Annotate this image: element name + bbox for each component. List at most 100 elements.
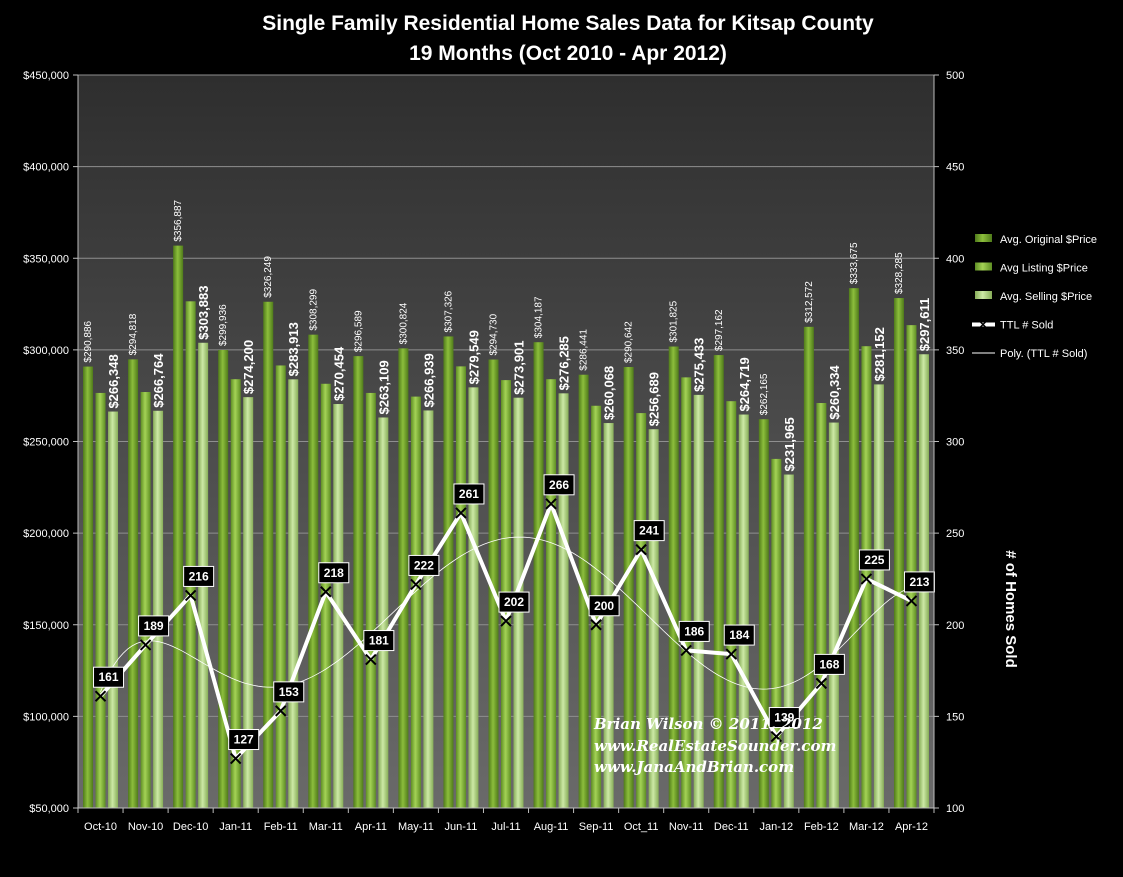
count-text: 225 — [864, 553, 884, 567]
legend-label: TTL # Sold — [1000, 320, 1053, 332]
ttl-sold-point — [275, 705, 287, 717]
marker-stroke — [500, 615, 512, 627]
legend-label: Avg Listing $Price — [1000, 263, 1088, 275]
ttl-sold-point — [635, 543, 647, 556]
marker-stroke — [905, 595, 918, 607]
sold-count-label: 261 — [453, 483, 485, 505]
ttl-sold-point — [545, 498, 557, 510]
count-text: 184 — [729, 628, 749, 642]
count-text: 202 — [504, 595, 524, 609]
right-tick-label: 150 — [946, 711, 964, 723]
bar-listing-price — [140, 392, 151, 808]
selling-price-label: $276,285 — [557, 336, 572, 390]
x-tick-label: Mar-11 — [309, 821, 343, 833]
original-price-label: $286,441 — [579, 329, 590, 371]
bar-original-price — [803, 326, 814, 808]
selling-price-label: $263,109 — [376, 360, 391, 414]
count-text: 168 — [819, 657, 839, 671]
count-text: 181 — [369, 634, 389, 648]
marker-stroke — [275, 705, 287, 717]
selling-price-label: $266,939 — [421, 353, 436, 407]
ttl-sold-point — [815, 677, 828, 690]
marker-stroke — [365, 653, 377, 666]
sold-count-labels: 161 189 216 127 153 218 181 222 261 202 266 200 241 1… — [93, 474, 935, 751]
bar-selling-price — [873, 384, 884, 808]
selling-price-label: $275,433 — [692, 338, 707, 392]
bar-original-price — [218, 349, 229, 808]
bar-original-price — [713, 355, 724, 808]
selling-price-label: $264,719 — [737, 357, 752, 411]
original-price-label: $356,887 — [173, 199, 184, 241]
selling-price-label: $279,549 — [466, 330, 481, 384]
bar-selling-price — [693, 394, 704, 808]
count-text: 261 — [459, 487, 479, 501]
count-box — [858, 549, 890, 571]
original-price-label: $290,886 — [83, 320, 94, 362]
marker-stroke — [94, 690, 107, 702]
selling-price-label: $260,068 — [602, 366, 617, 420]
ttl-sold-point — [680, 644, 692, 657]
right-y-axis: 100 150 200 250 300 350 400 450 500 — [933, 70, 964, 815]
x-tick-label: May-11 — [398, 821, 434, 833]
right-tick-label: 500 — [946, 70, 964, 82]
marker-stroke — [229, 752, 242, 765]
marker-stroke — [184, 589, 197, 602]
marker-stroke — [139, 639, 152, 651]
legend-item: Avg Listing $Price — [975, 262, 1088, 275]
selling-price-label: $281,152 — [872, 327, 887, 381]
bar-selling-price — [783, 474, 794, 808]
ttl-sold-point — [770, 730, 783, 743]
bar-listing-price — [275, 365, 286, 808]
right-tick-label: 400 — [946, 253, 964, 265]
original-price-label: $300,824 — [398, 302, 409, 344]
x-tick-label: Oct-10 — [84, 821, 117, 833]
left-tick-label: $450,000 — [23, 70, 69, 82]
bar-listing-price — [636, 413, 647, 808]
sold-count-label: 186 — [678, 620, 710, 642]
sold-count-label: 216 — [183, 565, 215, 587]
legend-item: Poly. (TTL # Sold) — [972, 348, 1087, 360]
marker-stroke — [635, 543, 647, 556]
bar-selling-price — [468, 387, 479, 808]
original-price-label: $262,165 — [759, 373, 770, 415]
bar-listing-price — [230, 379, 241, 808]
legend-label: Poly. (TTL # Sold) — [1000, 348, 1087, 360]
sold-count-label: 213 — [903, 571, 935, 593]
count-text: 200 — [594, 599, 614, 613]
bar-value-labels: $290,886 $294,818 $356,887 $299,936 $326,249… — [83, 199, 932, 471]
legend-swatch — [975, 262, 992, 271]
bar-selling-price — [558, 393, 569, 808]
poly-trendline — [100, 536, 912, 692]
bar-original-price — [668, 346, 679, 808]
sold-count-label: 161 — [93, 666, 125, 688]
count-text: 266 — [549, 478, 569, 492]
count-box — [363, 630, 395, 652]
x-tick-label: Nov-10 — [128, 821, 163, 833]
original-price-label: $326,249 — [263, 256, 274, 298]
bar-original-price — [443, 336, 454, 808]
count-text: 127 — [234, 733, 254, 747]
marker-stroke — [545, 498, 557, 510]
original-price-label: $333,675 — [849, 242, 860, 284]
sold-count-label: 181 — [363, 630, 395, 652]
left-tick-label: $250,000 — [23, 437, 69, 449]
count-box — [633, 520, 665, 542]
marker-stroke — [725, 648, 737, 660]
ttl-sold-point — [184, 589, 197, 602]
watermark-line3: www.JanaAndBrian.com — [594, 758, 794, 776]
count-box — [228, 729, 260, 751]
selling-price-label: $256,689 — [647, 372, 662, 426]
bar-original-price — [173, 245, 184, 808]
selling-price-label: $266,764 — [151, 353, 166, 408]
marker-stroke — [320, 586, 332, 598]
count-box — [543, 474, 575, 496]
right-tick-label: 350 — [946, 345, 964, 357]
count-box — [678, 620, 710, 642]
legend-swatch — [975, 291, 992, 299]
original-price-label: $299,936 — [218, 304, 229, 346]
left-tick-label: $200,000 — [23, 528, 69, 540]
sold-count-label: 184 — [723, 624, 755, 646]
legend-label: Avg. Original $Price — [1000, 234, 1097, 246]
selling-price-label: $266,348 — [106, 354, 121, 408]
original-price-label: $328,285 — [894, 252, 905, 294]
